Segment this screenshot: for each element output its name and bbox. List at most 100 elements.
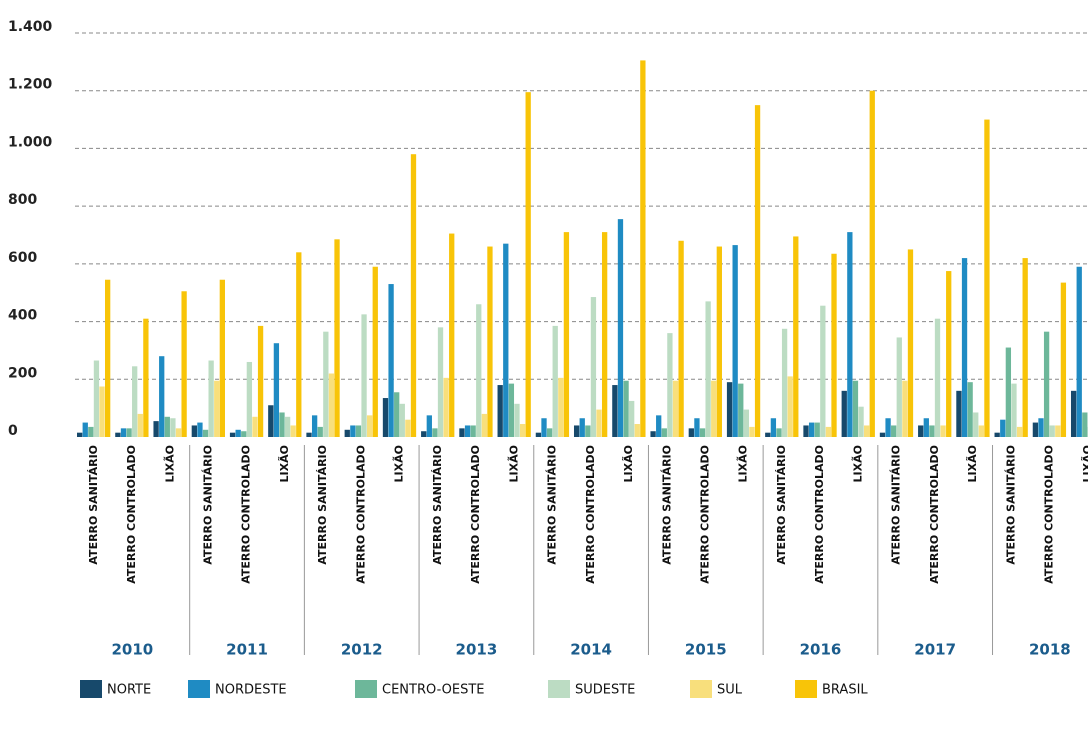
bar — [1043, 331, 1050, 437]
bar — [694, 418, 700, 437]
x-tick-label: LIXÃO — [737, 445, 750, 482]
bar — [841, 390, 847, 437]
bar — [503, 243, 509, 437]
bar — [1082, 412, 1088, 437]
bar — [273, 343, 280, 437]
bar — [749, 426, 755, 437]
bar — [896, 337, 902, 437]
group-label: 2012 — [341, 641, 383, 659]
group-label: 2011 — [226, 641, 268, 659]
bar — [170, 418, 176, 437]
bar — [426, 415, 432, 437]
bar — [459, 428, 465, 437]
bar — [1011, 383, 1017, 437]
bar — [858, 406, 864, 437]
bar — [541, 418, 547, 437]
bar — [514, 403, 520, 437]
bar — [82, 422, 88, 437]
group-label: 2014 — [570, 641, 612, 659]
bar — [350, 425, 356, 437]
bar — [449, 233, 455, 437]
x-tick-label: ATERRO CONTROLADO — [698, 445, 711, 584]
legend-swatch — [548, 680, 570, 698]
bar — [77, 432, 83, 437]
bar — [640, 60, 646, 438]
bar — [820, 305, 826, 437]
bar — [405, 419, 411, 437]
bar — [181, 291, 187, 437]
bar — [159, 356, 165, 437]
bar — [137, 413, 143, 437]
bar — [967, 382, 973, 437]
y-tick-label: 1.000 — [8, 134, 53, 150]
bar — [1070, 390, 1077, 437]
bar — [650, 431, 656, 437]
bar — [552, 325, 558, 437]
bar — [120, 428, 127, 437]
legend-label: NORTE — [107, 683, 151, 698]
group-label: 2016 — [800, 641, 842, 659]
bar — [470, 425, 476, 437]
x-tick-label: ATERRO SANITÁRIO — [890, 445, 903, 565]
bar — [770, 418, 777, 437]
x-tick-label: ATERRO SANITÁRIO — [1004, 445, 1017, 565]
legend-swatch — [355, 680, 377, 698]
bar — [257, 325, 264, 437]
bar — [202, 429, 209, 437]
bar — [197, 422, 203, 437]
legend-label: BRASIL — [822, 683, 868, 698]
bar — [1076, 266, 1082, 437]
x-tick-label: LIXÃO — [1081, 445, 1088, 482]
bar — [252, 416, 258, 437]
bar — [246, 361, 253, 437]
bar — [738, 383, 744, 437]
bar — [831, 253, 837, 437]
bar — [546, 428, 553, 437]
legend-label: CENTRO-OESTE — [382, 683, 485, 698]
bar — [290, 425, 296, 437]
group-label: 2018 — [1029, 641, 1071, 659]
x-tick-label: ATERRO SANITÁRIO — [546, 445, 559, 565]
bar — [191, 425, 197, 437]
bar — [164, 416, 170, 437]
bar — [787, 376, 793, 437]
y-tick-label: 1.400 — [8, 19, 53, 35]
y-tick-label: 400 — [8, 308, 37, 324]
bar — [776, 428, 782, 437]
bar — [311, 415, 318, 437]
bar — [132, 366, 138, 437]
bar — [558, 377, 564, 437]
bar — [984, 119, 990, 438]
bar — [464, 425, 471, 437]
bar — [394, 392, 400, 437]
bar — [661, 428, 667, 437]
bar — [973, 412, 979, 437]
y-tick-label: 0 — [8, 423, 18, 439]
bar — [601, 232, 608, 437]
bar — [519, 424, 526, 437]
bar — [656, 415, 662, 437]
bar — [410, 154, 417, 437]
bar — [573, 425, 580, 437]
bar — [803, 425, 809, 437]
x-tick-label: ATERRO CONTROLADO — [354, 445, 367, 584]
group-label: 2015 — [685, 641, 727, 659]
bar — [306, 432, 312, 437]
bar — [891, 425, 897, 437]
bar — [793, 236, 799, 437]
x-tick-label: ATERRO CONTROLADO — [928, 445, 941, 584]
bar — [1049, 425, 1055, 437]
bar — [825, 426, 832, 437]
bar — [808, 422, 815, 437]
bar — [372, 266, 378, 437]
bar — [219, 279, 225, 437]
bar — [907, 249, 914, 437]
bar — [476, 304, 482, 437]
x-tick-label: ATERRO CONTROLADO — [813, 445, 826, 584]
bar — [388, 284, 394, 437]
legend-swatch — [795, 680, 817, 698]
bar — [437, 327, 444, 437]
bar — [672, 380, 679, 437]
bar — [885, 418, 891, 437]
